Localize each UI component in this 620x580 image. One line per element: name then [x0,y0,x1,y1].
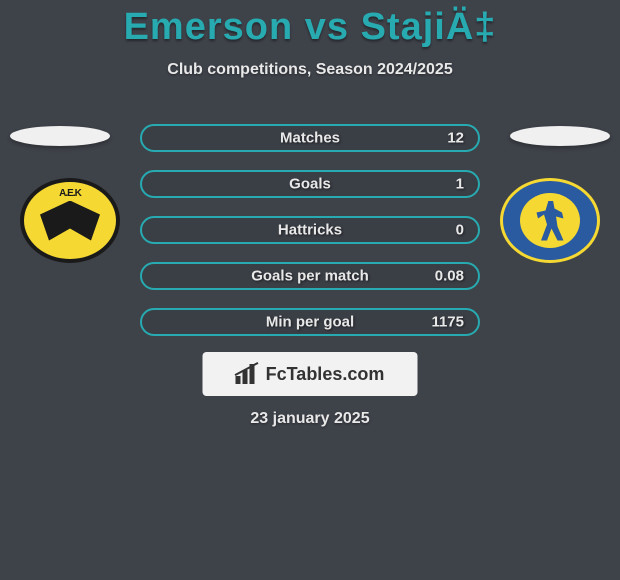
brand-box: FcTables.com [203,352,418,396]
runner-icon [535,201,565,241]
stat-row-goals: Goals 1 [140,170,480,198]
stat-label: Min per goal [266,314,354,331]
stat-label: Hattricks [278,222,342,239]
aek-abbr: A.E.K [59,188,81,199]
stat-row-goals-per-match: Goals per match 0.08 [140,262,480,290]
stat-value: 0 [456,222,464,239]
stat-value: 0.08 [435,268,464,285]
stat-label: Matches [280,130,340,147]
stat-label: Goals per match [251,268,369,285]
stat-row-matches: Matches 12 [140,124,480,152]
date-text: 23 january 2025 [250,410,369,428]
aek-badge-icon: A.E.K [20,178,120,263]
panetolikos-badge-icon [500,178,600,263]
stat-label: Goals [289,176,331,193]
page-subtitle: Club competitions, Season 2024/2025 [0,61,620,79]
stat-value: 12 [447,130,464,147]
chart-bars-icon [236,364,260,384]
stats-container: Matches 12 Goals 1 Hattricks 0 Goals per… [140,124,480,354]
page-title: Emerson vs StajiÄ‡ [0,0,620,49]
left-country-flag [10,126,110,146]
left-club-badge: A.E.K [20,178,120,263]
stat-value: 1 [456,176,464,193]
right-country-flag [510,126,610,146]
stat-row-min-per-goal: Min per goal 1175 [140,308,480,336]
right-club-badge [500,178,600,263]
stat-row-hattricks: Hattricks 0 [140,216,480,244]
stat-value: 1175 [431,314,464,331]
brand-text: FcTables.com [266,364,385,385]
eagle-icon [40,201,100,241]
